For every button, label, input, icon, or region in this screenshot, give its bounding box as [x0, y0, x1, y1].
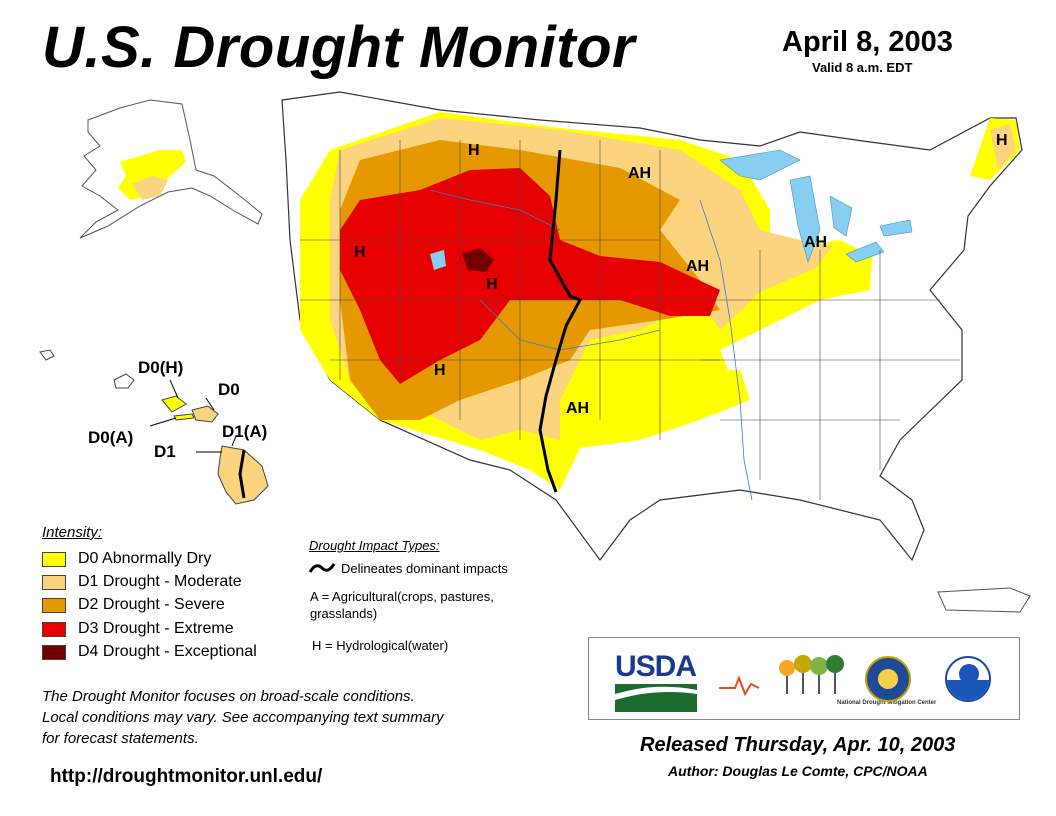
conus-d1-southeast: [682, 370, 750, 416]
disclaimer-note: The Drought Monitor focuses on broad-sca…: [42, 686, 562, 749]
great-salt-lake: [430, 250, 446, 270]
great-lakes: [719, 149, 913, 263]
commerce-seal-icon: [865, 656, 911, 702]
alaska-map: [79, 99, 263, 239]
hawaii-island-maui: [191, 405, 219, 423]
label-ah-michigan: AH: [804, 234, 828, 251]
page-title: U.S. Drought Monitor: [42, 15, 636, 80]
label-h-maine: H: [996, 132, 1008, 149]
legend-item-d2: D2 Drought - Severe: [42, 596, 225, 614]
legend-swatch-d1: [42, 574, 66, 590]
ndmc-logo-text: National Drought Mitigation Center: [837, 700, 937, 706]
legend-item-d1: D1 Drought - Moderate: [42, 573, 242, 591]
label-hawaii-d0: D0: [218, 380, 240, 399]
legend-swatch-d3: [42, 621, 66, 637]
impact-dividing-line: [538, 149, 583, 493]
label-h-arizona: H: [434, 362, 446, 379]
legend-item-d0: D0 Abnormally Dry: [42, 550, 211, 568]
release-date: Released Thursday, Apr. 10, 2003: [640, 734, 956, 756]
ndmc-trees-icon: [719, 655, 844, 697]
impact-hydrological: H = Hydrological(water): [312, 638, 449, 653]
label-hawaii-d0a: D0(A): [88, 428, 134, 447]
legend-swatch-d4: [42, 644, 66, 660]
conus-d1-maine: [990, 124, 1016, 170]
impact-line-icon: [308, 563, 336, 573]
hawaii-island-molokai: [173, 413, 195, 421]
website-link[interactable]: http://droughtmonitor.unl.edu/: [50, 766, 323, 787]
note-line-2: Local conditions may vary. See accompany…: [42, 709, 444, 726]
legend-label-d3: D3 Drought - Extreme: [78, 620, 234, 637]
legend-label-d2: D2 Drought - Severe: [78, 596, 225, 613]
valid-time: Valid 8 a.m. EDT: [812, 60, 913, 75]
alaska-d1: [132, 176, 168, 200]
note-line-3: for forecast statements.: [42, 730, 199, 747]
usda-field-icon: [615, 684, 697, 712]
legend-swatch-d0: [42, 551, 66, 567]
label-hawaii-d1: D1: [154, 442, 176, 461]
hawaii-island-kauai: [113, 373, 135, 389]
legend-title: Intensity:: [42, 524, 103, 541]
legend-label-d1: D1 Drought - Moderate: [78, 573, 242, 590]
label-h-utah: H: [486, 276, 498, 293]
legend-swatch-d2: [42, 597, 66, 613]
conus-d4: [462, 248, 494, 272]
author-credit: Author: Douglas Le Comte, CPC/NOAA: [668, 763, 928, 779]
noaa-logo-icon: [945, 656, 991, 702]
label-h-nevada: H: [354, 244, 366, 261]
note-line-1: The Drought Monitor focuses on broad-sca…: [42, 688, 415, 705]
impact-agricultural-cont: grasslands): [310, 606, 378, 621]
ndmc-logo: National Drought Mitigation Center: [709, 638, 936, 721]
hawaii-impact-line: [238, 449, 246, 499]
map-date: April 8, 2003: [782, 26, 953, 58]
impact-types-title: Drought Impact Types:: [309, 538, 440, 553]
hawaii-island-bigisland: [217, 445, 269, 505]
usda-logo: USDA: [589, 638, 709, 721]
legend-item-d3: D3 Drought - Extreme: [42, 620, 234, 638]
label-ah-iowa: AH: [686, 258, 710, 275]
usda-logo-text: USDA: [615, 650, 697, 683]
legend-item-d4: D4 Drought - Exceptional: [42, 643, 257, 661]
conus-map: [281, 91, 1031, 613]
label-hawaii-d0h: D0(H): [138, 358, 184, 377]
impact-agricultural: A = Agricultural(crops, pastures,: [310, 589, 494, 604]
label-h-montana: H: [468, 142, 480, 159]
legend-label-d0: D0 Abnormally Dry: [78, 550, 212, 567]
conus-d3: [340, 168, 720, 384]
impact-line-label: Delineates dominant impacts: [341, 561, 508, 576]
label-hawaii-d1a: D1(A): [222, 422, 268, 441]
puerto-rico: [937, 587, 1031, 613]
label-ah-oklahoma: AH: [566, 400, 590, 417]
partner-logos: USDA National Drought Mitigation Center: [588, 637, 1020, 720]
legend-label-d4: D4 Drought - Exceptional: [78, 643, 257, 660]
hawaii-island-oahu: [161, 395, 187, 413]
label-ah-dakotas: AH: [628, 165, 652, 182]
hawaii-map: [39, 349, 269, 505]
